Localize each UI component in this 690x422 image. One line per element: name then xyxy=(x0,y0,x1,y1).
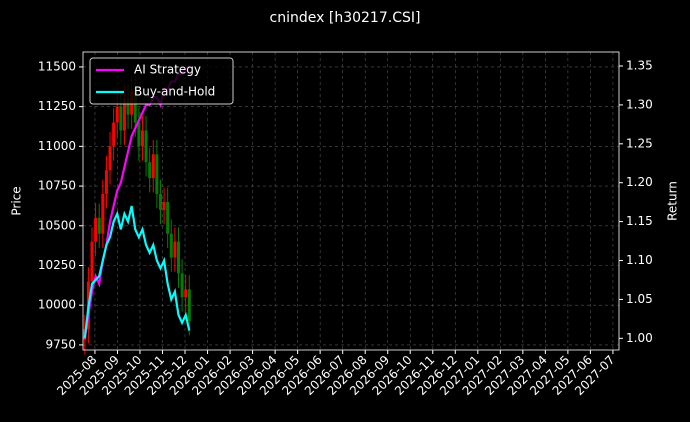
series-line xyxy=(83,205,191,339)
y2-tick-label: 1.00 xyxy=(626,331,653,345)
candle-body xyxy=(112,122,116,147)
y-tick-label: 11000 xyxy=(38,139,76,153)
candle-body xyxy=(155,154,159,195)
y2-tick-label: 1.20 xyxy=(626,175,653,189)
candle-body xyxy=(97,217,101,234)
y-tick-label: 10250 xyxy=(38,258,76,272)
y-tick-label: 10750 xyxy=(38,179,76,193)
legend-label: Buy-and-Hold xyxy=(134,85,215,99)
y2-tick-label: 1.30 xyxy=(626,97,653,111)
candle-body xyxy=(140,130,144,147)
candle-body xyxy=(108,146,112,171)
y2-tick-label: 1.25 xyxy=(626,136,653,150)
candle-body xyxy=(184,289,188,298)
candle-body xyxy=(119,106,123,131)
candle-body xyxy=(126,98,130,115)
legend-box xyxy=(89,57,234,105)
candle-body xyxy=(151,154,155,179)
candle-body xyxy=(94,217,98,242)
candle-body xyxy=(187,289,191,322)
plot-frame xyxy=(82,51,620,351)
y2-tick-label: 1.35 xyxy=(626,59,653,73)
candle-body xyxy=(133,90,137,123)
candle-body xyxy=(176,241,180,274)
candle-body xyxy=(90,241,94,282)
candle-body xyxy=(158,194,162,210)
y-tick-label: 9750 xyxy=(45,337,76,351)
candle-body xyxy=(144,130,148,163)
candle-body xyxy=(169,233,173,258)
legend: AI Strategy Buy-and-Hold xyxy=(89,57,234,105)
y-tick-label: 10000 xyxy=(38,298,76,312)
y2-axis-label: Return xyxy=(666,181,680,221)
y-tick-label: 10500 xyxy=(38,218,76,232)
candle-body xyxy=(122,98,126,131)
y2-tick-label: 1.10 xyxy=(626,253,653,267)
y2-tick-label: 1.05 xyxy=(626,292,653,306)
y2-tick-label: 1.15 xyxy=(626,214,653,228)
y-axis-label: Price xyxy=(10,186,24,215)
candle-body xyxy=(101,194,105,234)
candle-body xyxy=(162,201,166,210)
candle-body xyxy=(173,241,177,258)
candle-body xyxy=(166,201,170,234)
candle-body xyxy=(137,122,141,147)
candle-body xyxy=(115,106,119,123)
y-tick-label: 11500 xyxy=(38,59,76,73)
chart-title: cnindex [h30217.CSI] xyxy=(270,10,421,26)
candle-body xyxy=(180,273,184,298)
legend-label: AI Strategy xyxy=(134,63,201,77)
candle-body xyxy=(104,170,108,195)
candle-body xyxy=(148,162,152,179)
y-tick-label: 11250 xyxy=(38,99,76,113)
